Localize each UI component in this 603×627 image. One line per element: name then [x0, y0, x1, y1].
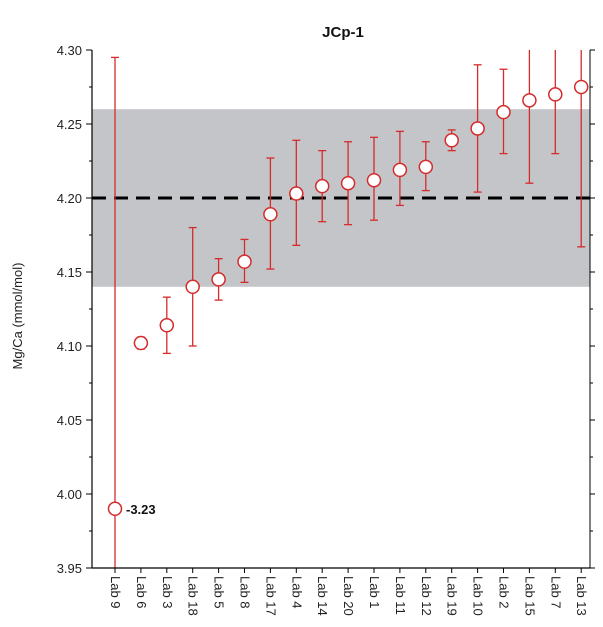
- x-tick-label: Lab 7: [548, 576, 563, 609]
- data-point: [470, 121, 485, 136]
- data-point: [392, 162, 408, 178]
- x-tick-label: Lab 11: [393, 576, 408, 615]
- x-tick-label: Lab 19: [445, 576, 460, 616]
- x-tick-label: Lab 18: [186, 576, 201, 616]
- data-annotation: -3.23: [126, 502, 156, 517]
- data-point: [133, 335, 149, 351]
- y-tick-label: 4.30: [57, 43, 82, 58]
- x-tick-label: Lab 2: [497, 576, 512, 609]
- x-tick-label: Lab 12: [419, 576, 434, 616]
- x-tick-label: Lab 5: [212, 576, 227, 609]
- data-point: [366, 172, 382, 188]
- y-tick-label: 3.95: [57, 561, 82, 576]
- x-tick-label: Lab 13: [574, 576, 589, 616]
- data-point: [340, 175, 356, 191]
- x-tick-label: Lab 4: [289, 576, 304, 609]
- data-point: [159, 318, 175, 333]
- x-tick-label: Lab 20: [341, 576, 356, 616]
- x-tick-label: Lab 15: [522, 576, 537, 616]
- y-tick-label: 4.15: [57, 265, 82, 280]
- x-tick-label: Lab 3: [160, 576, 175, 609]
- data-point: [237, 254, 252, 269]
- data-point: [185, 279, 200, 295]
- data-point: [418, 159, 434, 175]
- y-axis-label: Mg/Ca (mmol/mol): [10, 263, 25, 370]
- data-point: [444, 133, 459, 148]
- data-point: [107, 501, 123, 517]
- y-tick-label: 4.10: [57, 339, 82, 354]
- x-tick-label: Lab 8: [238, 576, 253, 609]
- data-point: [573, 79, 589, 95]
- data-point: [522, 93, 537, 108]
- x-tick-label: Lab 17: [263, 576, 278, 616]
- data-point: [496, 104, 511, 120]
- x-tick-label: Lab 6: [134, 576, 149, 609]
- data-point: [314, 178, 330, 194]
- x-tick-label: Lab 1: [367, 576, 382, 609]
- data-point: [263, 207, 278, 222]
- data-point: [211, 272, 226, 287]
- y-tick-label: 4.00: [57, 487, 82, 502]
- data-point: [548, 87, 563, 102]
- y-tick-label: 4.20: [57, 191, 82, 206]
- y-tick-label: 4.25: [57, 117, 82, 132]
- data-point: [289, 186, 304, 201]
- x-tick-label: Lab 14: [315, 576, 330, 616]
- x-tick-label: Lab 10: [471, 576, 486, 616]
- y-tick-label: 4.05: [57, 413, 82, 428]
- chart-title: JCp-1: [322, 24, 364, 41]
- x-tick-label: Lab 9: [108, 576, 123, 609]
